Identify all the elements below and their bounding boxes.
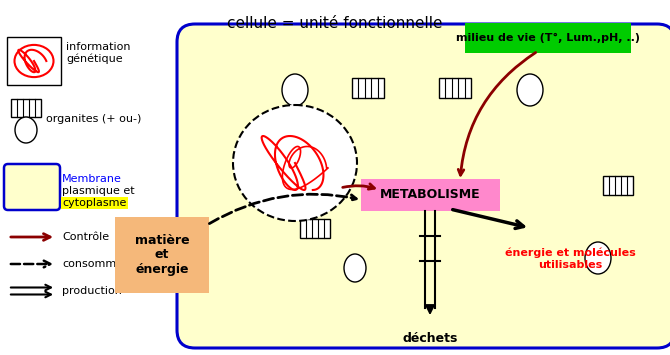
Ellipse shape bbox=[344, 254, 366, 282]
FancyBboxPatch shape bbox=[439, 78, 471, 98]
Text: matière
et
énergie: matière et énergie bbox=[135, 234, 190, 277]
FancyBboxPatch shape bbox=[4, 164, 60, 210]
Text: information
génétique: information génétique bbox=[66, 42, 131, 64]
Ellipse shape bbox=[585, 242, 611, 274]
Text: plasmique et: plasmique et bbox=[62, 186, 135, 196]
Text: déchets: déchets bbox=[402, 332, 458, 345]
Text: milieu de vie (T°, Lum.,pH, ..): milieu de vie (T°, Lum.,pH, ..) bbox=[456, 33, 640, 43]
FancyBboxPatch shape bbox=[352, 78, 384, 98]
FancyBboxPatch shape bbox=[11, 99, 41, 117]
Text: Membrane: Membrane bbox=[62, 174, 122, 184]
FancyBboxPatch shape bbox=[115, 217, 209, 293]
Text: cellule = unité fonctionnelle: cellule = unité fonctionnelle bbox=[227, 16, 443, 31]
FancyBboxPatch shape bbox=[465, 23, 631, 53]
FancyBboxPatch shape bbox=[360, 179, 500, 211]
Ellipse shape bbox=[282, 74, 308, 106]
Text: énergie et molécules
utilisables: énergie et molécules utilisables bbox=[505, 248, 635, 270]
FancyBboxPatch shape bbox=[7, 37, 61, 85]
Ellipse shape bbox=[517, 74, 543, 106]
Text: Contrôle: Contrôle bbox=[62, 232, 109, 242]
Text: cytoplasme: cytoplasme bbox=[62, 198, 127, 208]
FancyBboxPatch shape bbox=[177, 24, 670, 348]
Text: METABOLISME: METABOLISME bbox=[380, 189, 480, 202]
FancyBboxPatch shape bbox=[603, 175, 633, 195]
Text: production: production bbox=[62, 286, 122, 296]
Text: consommation: consommation bbox=[62, 259, 145, 269]
Ellipse shape bbox=[233, 105, 357, 221]
Ellipse shape bbox=[15, 117, 37, 143]
Text: organites (+ ou-): organites (+ ou-) bbox=[46, 114, 141, 124]
FancyBboxPatch shape bbox=[300, 218, 330, 237]
